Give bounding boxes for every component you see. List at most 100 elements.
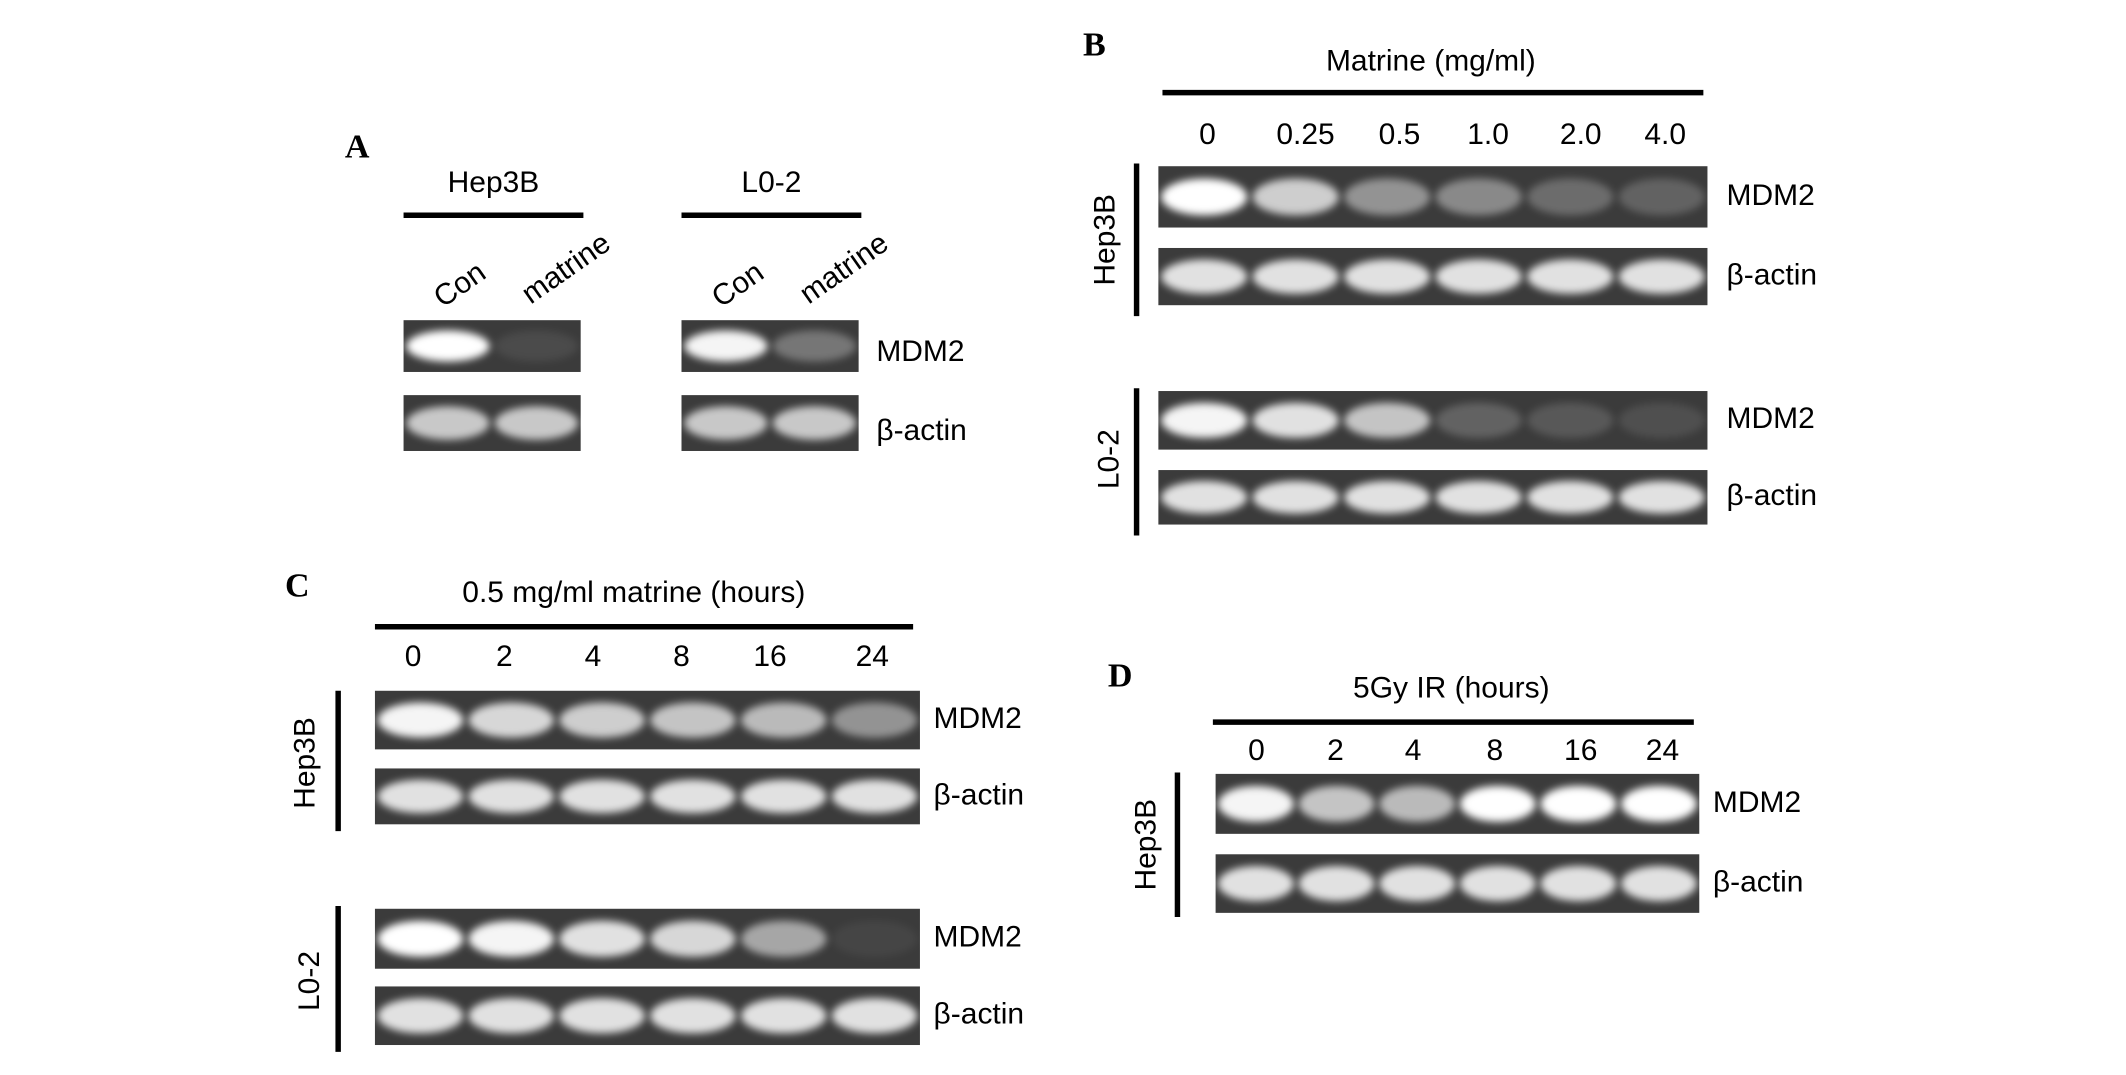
band [559, 702, 645, 738]
band [559, 779, 645, 814]
band [1161, 480, 1248, 514]
band [377, 998, 464, 1034]
band [494, 406, 579, 440]
lane-label: 4 [585, 640, 602, 673]
band [1618, 178, 1705, 216]
row-label: MDM2 [1727, 179, 1815, 212]
lane-label: 8 [673, 640, 690, 673]
band [650, 920, 736, 957]
row-label: MDM2 [934, 702, 1022, 735]
band [1252, 178, 1339, 216]
band [559, 920, 645, 957]
band [1344, 259, 1431, 294]
band [684, 330, 768, 362]
panel-title: 5Gy IR (hours) [1353, 671, 1550, 704]
band [1344, 480, 1431, 514]
band [1344, 402, 1431, 438]
cell-line-label: L0-2 [1093, 429, 1126, 489]
lane-label: 4 [1405, 734, 1422, 767]
blot [1158, 470, 1708, 525]
blot [1215, 854, 1700, 913]
blot [1158, 166, 1708, 228]
band [1435, 402, 1522, 438]
band [650, 702, 736, 738]
band [831, 998, 918, 1034]
band [831, 702, 918, 738]
blot [374, 690, 920, 750]
row-label: β-actin [876, 414, 967, 447]
row-label: MDM2 [1713, 786, 1801, 819]
band [1540, 785, 1617, 822]
band [1618, 402, 1705, 438]
lane-label: Con [428, 256, 492, 315]
row-label: β-actin [934, 778, 1025, 811]
band [1298, 785, 1375, 822]
band [1435, 178, 1522, 216]
row-label: MDM2 [934, 921, 1022, 954]
lane-label: 4.0 [1644, 118, 1686, 151]
band [377, 779, 464, 814]
band [1527, 178, 1614, 216]
band [1621, 785, 1697, 822]
panel-letter: C [285, 567, 310, 604]
band [406, 406, 490, 440]
cell-line-label: Hep3B [1089, 194, 1122, 286]
blot [374, 986, 920, 1046]
lane-label: 1.0 [1467, 118, 1509, 151]
band [1621, 865, 1697, 902]
group-title: L0-2 [741, 166, 801, 199]
band [650, 779, 736, 814]
band [772, 330, 856, 362]
band [650, 998, 736, 1034]
band [740, 702, 827, 738]
lane-label: 0.5 [1379, 118, 1421, 151]
band [559, 998, 645, 1034]
lane-label: 8 [1487, 734, 1504, 767]
blot [374, 768, 920, 825]
band [772, 406, 856, 440]
panel-title: 0.5 mg/ml matrine (hours) [462, 576, 805, 609]
row-label: β-actin [1727, 479, 1818, 512]
band [1252, 480, 1339, 514]
lane-label: 0 [1248, 734, 1265, 767]
band [1618, 480, 1705, 514]
band [740, 920, 827, 957]
band [1540, 865, 1617, 902]
lane-label: 0 [405, 640, 422, 673]
lane-label: 16 [753, 640, 786, 673]
lane-label: 2.0 [1560, 118, 1602, 151]
lane-label: matrine [794, 226, 895, 310]
band [494, 330, 579, 362]
panel-letter: B [1083, 26, 1106, 63]
panel-title: Matrine (mg/ml) [1326, 45, 1536, 78]
lane-label: 0.25 [1276, 118, 1334, 151]
band [1379, 865, 1456, 902]
band [831, 779, 918, 814]
cell-line-label: Hep3B [1129, 799, 1162, 891]
lane-label: 24 [1646, 734, 1679, 767]
band [1435, 259, 1522, 294]
band [1252, 259, 1339, 294]
band [1344, 178, 1431, 216]
panel-letter: D [1108, 657, 1133, 694]
band [740, 779, 827, 814]
blot [374, 908, 920, 969]
band [1218, 785, 1294, 822]
band [1527, 402, 1614, 438]
band [1218, 865, 1294, 902]
row-label: β-actin [934, 998, 1025, 1031]
lane-label: 0 [1199, 118, 1216, 151]
row-label: β-actin [1713, 865, 1804, 898]
band [468, 779, 554, 814]
band [406, 330, 490, 362]
lane-label: matrine [516, 226, 617, 310]
band [831, 920, 918, 957]
band [1252, 402, 1339, 438]
row-label: β-actin [1727, 259, 1818, 292]
blot [1158, 247, 1708, 306]
row-label: MDM2 [1727, 402, 1815, 435]
blot [1158, 391, 1708, 450]
band [377, 702, 464, 738]
band [1459, 785, 1536, 822]
